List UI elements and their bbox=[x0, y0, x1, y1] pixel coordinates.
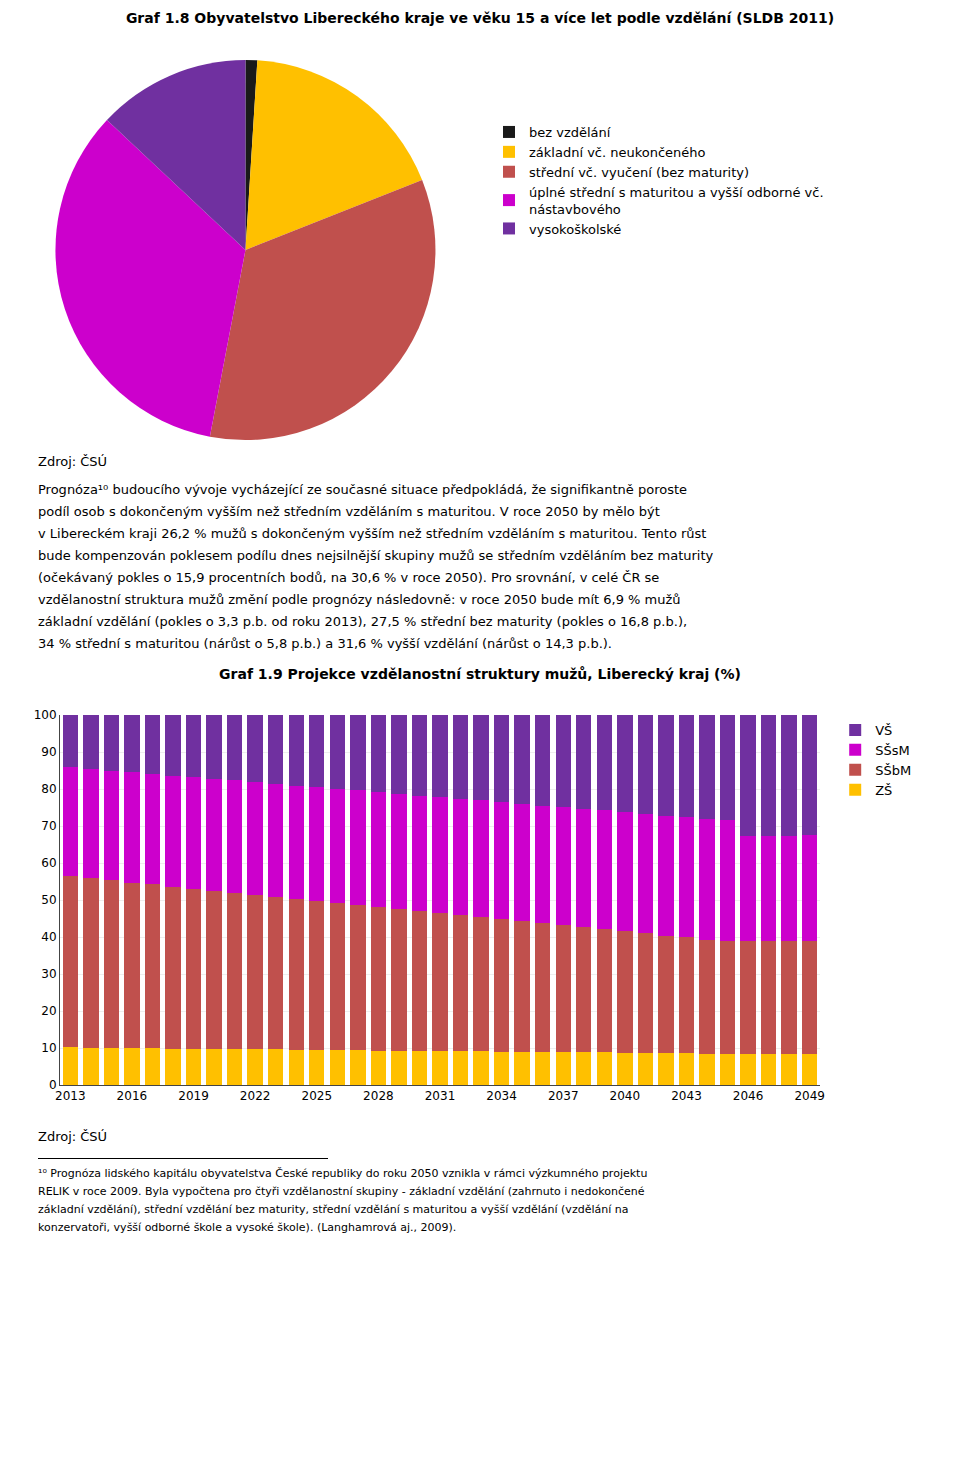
svg-text:SŠsM: SŠsM bbox=[875, 743, 910, 758]
html-text:podíl osob s dokončeným vyšším: podíl osob s dokončeným vyšším než střed… bbox=[38, 504, 660, 519]
html-text:RELIK v roce 2009. Byla vypočt: RELIK v roce 2009. Byla vypočtena pro čt… bbox=[38, 1185, 645, 1198]
svg-text:2043: 2043 bbox=[671, 1089, 702, 1103]
svg-text:2028: 2028 bbox=[363, 1089, 394, 1103]
svg-text:ZŠ: ZŠ bbox=[875, 783, 892, 798]
svg-text:2034: 2034 bbox=[486, 1089, 517, 1103]
html-text:Prognóza¹⁰ budoucího vývoje vy: Prognóza¹⁰ budoucího vývoje vycházející … bbox=[38, 482, 688, 497]
html-text:v Libereckém kraji 26,2 % mužů: v Libereckém kraji 26,2 % mužů s dokonče… bbox=[38, 526, 707, 541]
svg-text:střední vč. vyučení (bez matur: střední vč. vyučení (bez maturity) bbox=[529, 165, 749, 180]
svg-text:vysokoškolské: vysokoškolské bbox=[529, 222, 621, 237]
svg-text:2031: 2031 bbox=[425, 1089, 456, 1103]
svg-text:úplné střední s maturitou a vy: úplné střední s maturitou a vyšší odborn… bbox=[529, 185, 824, 217]
html-text:vzdělanostní struktura mužů zm: vzdělanostní struktura mužů změní podle … bbox=[38, 592, 681, 607]
svg-text:2025: 2025 bbox=[301, 1089, 332, 1103]
svg-text:20: 20 bbox=[41, 1004, 56, 1018]
html-text:Zdroj: ČSÚ: Zdroj: ČSÚ bbox=[38, 1129, 108, 1144]
svg-text:0: 0 bbox=[49, 1078, 57, 1092]
svg-text:80: 80 bbox=[41, 782, 56, 796]
svg-text:2046: 2046 bbox=[733, 1089, 764, 1103]
html-text:základní vzdělání (pokles o 3,: základní vzdělání (pokles o 3,3 p.b. od … bbox=[38, 614, 688, 629]
svg-text:2022: 2022 bbox=[240, 1089, 271, 1103]
svg-text:2037: 2037 bbox=[548, 1089, 579, 1103]
html-text:konzervatoři, vyšší odborné šk: konzervatoři, vyšší odborné škole a vyso… bbox=[38, 1221, 457, 1234]
svg-text:100: 100 bbox=[34, 708, 57, 722]
html-text:¹⁰ Prognóza lidského kapitálu: ¹⁰ Prognóza lidského kapitálu obyvatelst… bbox=[38, 1167, 648, 1180]
svg-text:2016: 2016 bbox=[117, 1089, 148, 1103]
svg-text:Graf 1.9 Projekce vzdělanostní: Graf 1.9 Projekce vzdělanostní struktury… bbox=[219, 666, 741, 682]
html-text:(očekávaný pokles o 15,9 proce: (očekávaný pokles o 15,9 procentních bod… bbox=[38, 570, 660, 585]
html-text:základní vzdělání), střední vz: základní vzdělání), střední vzdělání bez… bbox=[38, 1203, 629, 1216]
svg-text:70: 70 bbox=[41, 819, 56, 833]
svg-text:2049: 2049 bbox=[794, 1089, 825, 1103]
svg-text:10: 10 bbox=[41, 1041, 56, 1055]
svg-text:2040: 2040 bbox=[610, 1089, 641, 1103]
svg-text:bez vzdělání: bez vzdělání bbox=[529, 125, 611, 140]
html-text:34 % střední s maturitou (nárů: 34 % střední s maturitou (nárůst o 5,8 p… bbox=[38, 636, 612, 651]
svg-text:VŠ: VŠ bbox=[875, 723, 892, 738]
svg-text:2013: 2013 bbox=[55, 1089, 86, 1103]
html-text:bude kompenzován poklesem podí: bude kompenzován poklesem podílu dnes ne… bbox=[38, 548, 714, 563]
svg-text:základní vč. neukončeného: základní vč. neukončeného bbox=[529, 145, 706, 160]
html-text:Zdroj: ČSÚ: Zdroj: ČSÚ bbox=[38, 454, 108, 469]
svg-text:40: 40 bbox=[41, 930, 56, 944]
svg-text:Graf 1.8 Obyvatelstvo Libereck: Graf 1.8 Obyvatelstvo Libereckého kraje … bbox=[126, 10, 834, 26]
svg-text:60: 60 bbox=[41, 856, 56, 870]
svg-text:SŠbM: SŠbM bbox=[875, 763, 911, 778]
svg-text:90: 90 bbox=[41, 745, 56, 759]
svg-text:50: 50 bbox=[41, 893, 56, 907]
svg-text:2019: 2019 bbox=[178, 1089, 209, 1103]
svg-text:30: 30 bbox=[41, 967, 56, 981]
